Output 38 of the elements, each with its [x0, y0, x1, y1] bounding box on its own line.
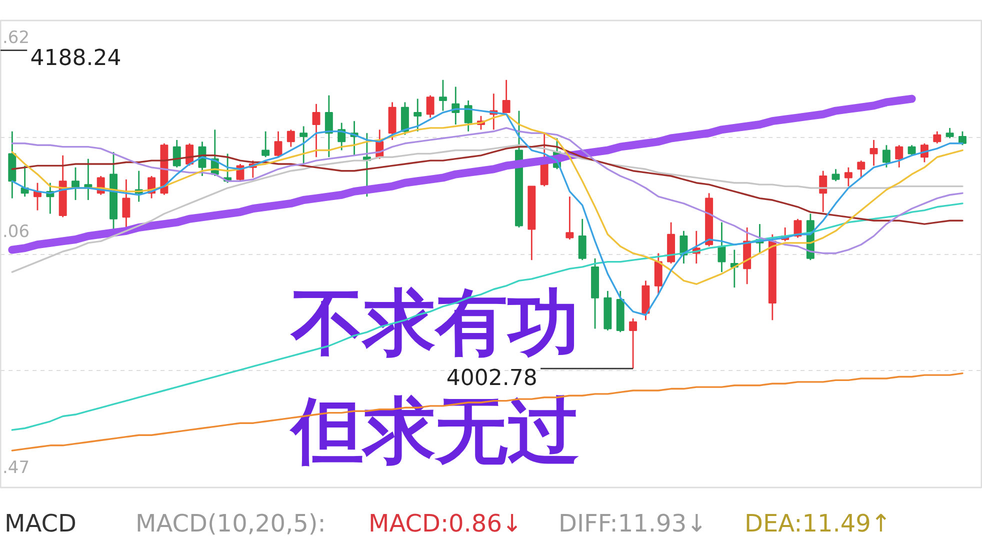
text: DEA:11.49↑ — [744, 510, 892, 538]
candlestick — [882, 144, 890, 168]
text: MACD:0.86↓ — [368, 510, 522, 538]
candlestick — [946, 127, 954, 139]
candlestick — [300, 126, 308, 165]
ref-line-label: 4002.78 — [446, 366, 538, 392]
candlestick — [832, 168, 840, 182]
candlestick — [857, 160, 866, 178]
candlestick — [958, 130, 966, 146]
candlestick — [286, 128, 295, 148]
candlestick — [274, 130, 282, 158]
candlestick — [312, 103, 320, 158]
text: MACD(10,20,5): — [136, 510, 326, 538]
annotation: .62 — [2, 28, 30, 48]
annotation: .06 — [2, 222, 30, 242]
candlestick — [908, 144, 916, 156]
candlestick — [426, 94, 434, 118]
candlestick — [629, 318, 638, 370]
candlestick — [172, 139, 181, 168]
candlestick — [578, 218, 586, 261]
candlestick — [438, 79, 447, 112]
candlestick — [895, 144, 904, 168]
text: MACD — [4, 510, 76, 538]
ref-line-label: 4188.24 — [30, 46, 122, 71]
candlestick — [414, 98, 422, 132]
candlestick — [870, 139, 878, 166]
candlestick — [844, 166, 852, 187]
candlestick — [122, 178, 130, 230]
text: DIFF:11.93↓ — [558, 510, 707, 538]
candlestick — [324, 94, 333, 158]
candlestick — [933, 130, 942, 144]
annotation: .47 — [2, 458, 30, 478]
candlestick — [566, 196, 574, 240]
candlestick — [718, 222, 726, 273]
annotation: 但求无过 — [288, 388, 580, 472]
candlestick — [502, 79, 510, 114]
candlestick — [262, 130, 270, 158]
candlestick — [464, 100, 472, 132]
